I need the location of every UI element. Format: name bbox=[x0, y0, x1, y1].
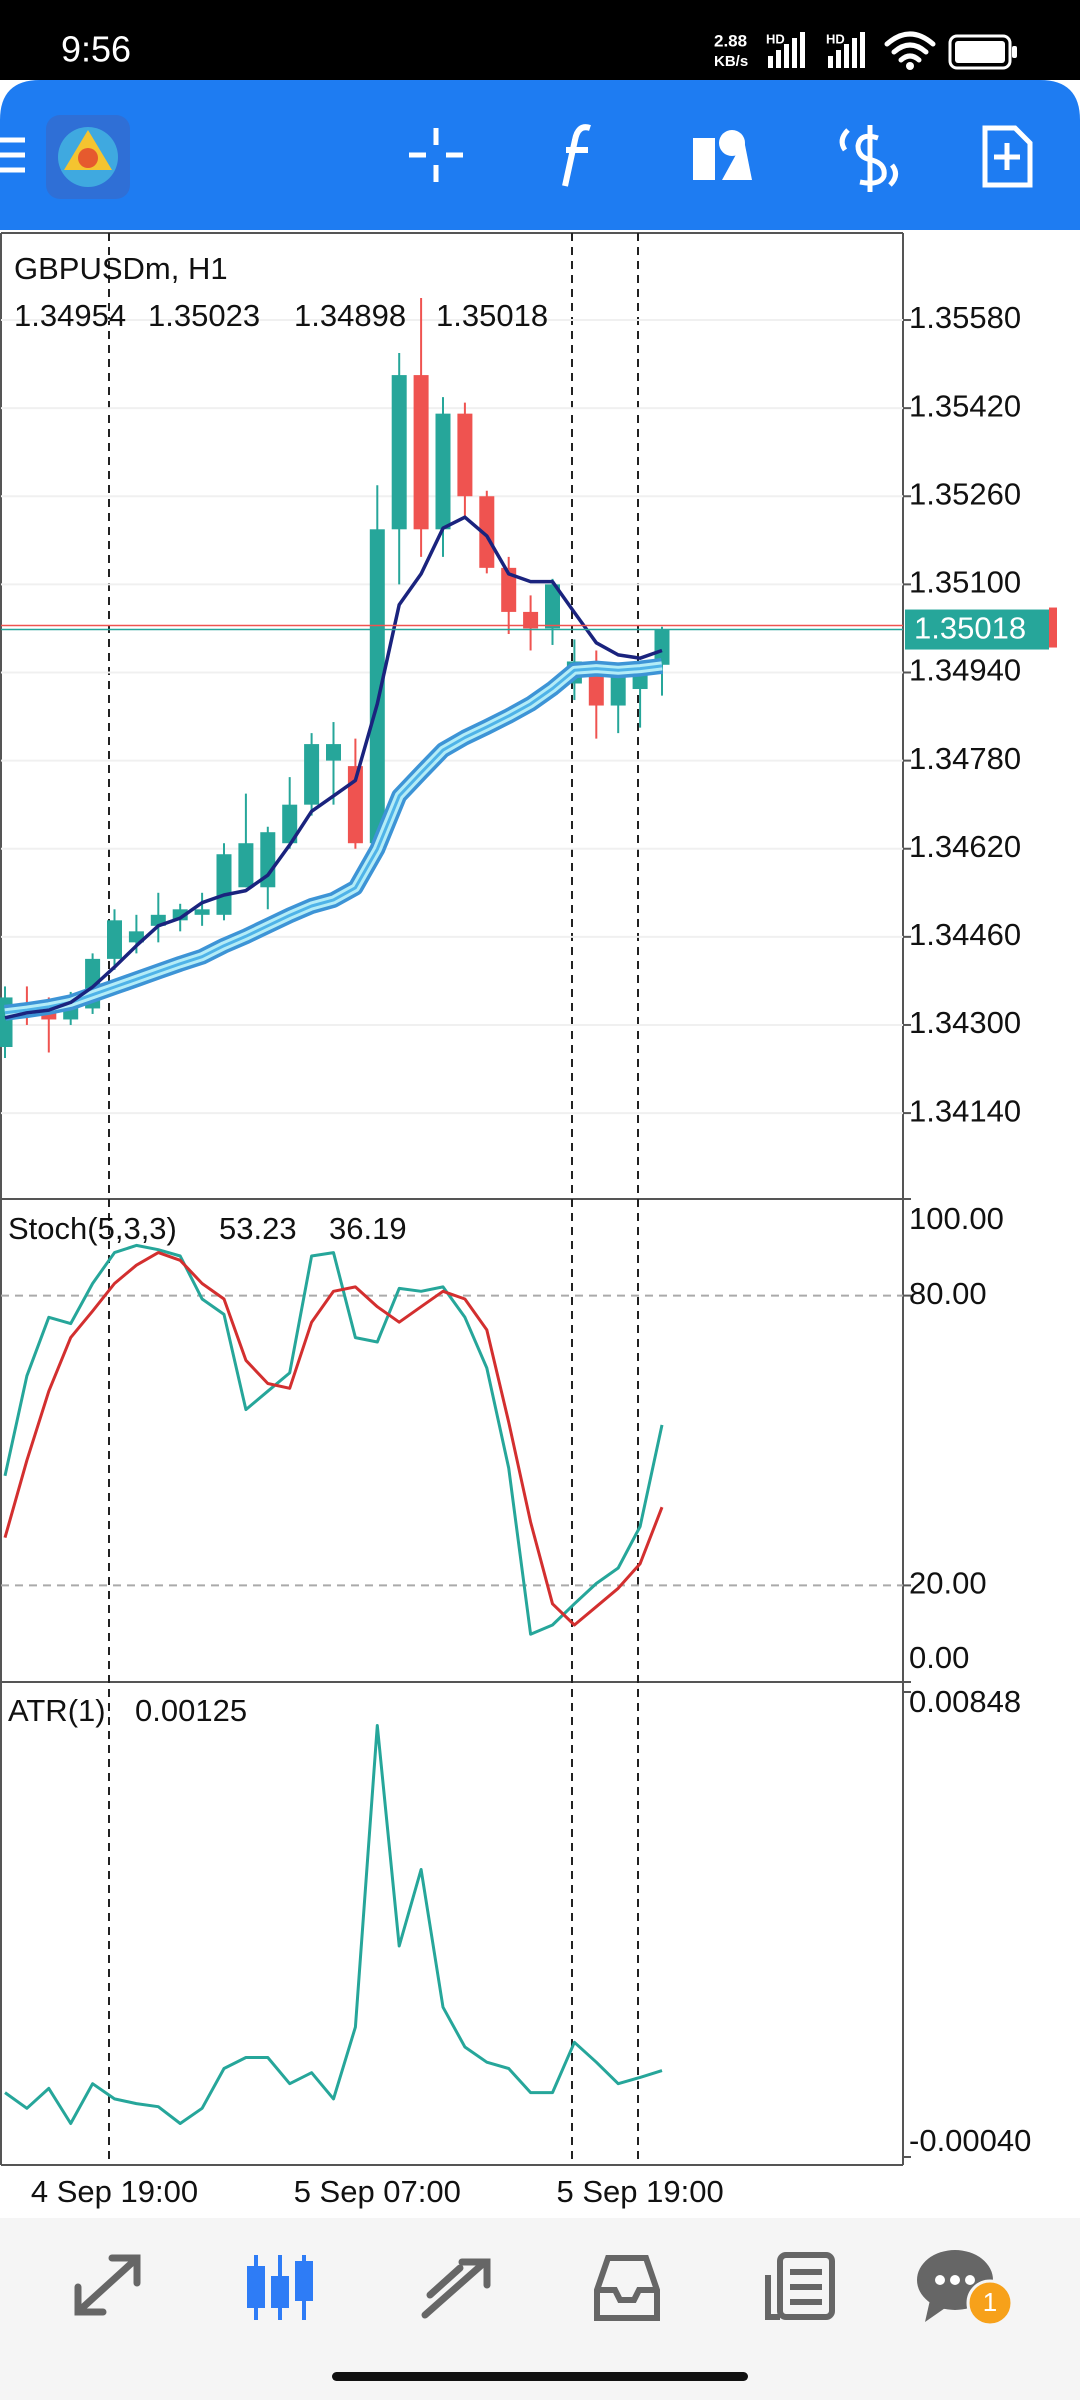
y-tick-label: 1.35260 bbox=[909, 476, 1021, 511]
candle-body bbox=[457, 413, 473, 497]
indicators-button[interactable] bbox=[562, 124, 591, 187]
y-tick-label: 1.34140 bbox=[909, 1093, 1021, 1128]
open-value: 1.34954 bbox=[14, 298, 126, 333]
moving-average bbox=[4, 515, 663, 1020]
y-tick-label: 0.00848 bbox=[909, 1684, 1021, 1719]
trade-tab[interactable] bbox=[421, 2258, 491, 2319]
chart-tab[interactable] bbox=[247, 2255, 313, 2320]
candle-body bbox=[523, 611, 539, 629]
y-tick-label: 1.34940 bbox=[909, 653, 1021, 688]
y-tick-label: 0.00 bbox=[909, 1640, 969, 1675]
net-speed: 2.88 bbox=[714, 31, 747, 50]
candle-body bbox=[654, 629, 670, 665]
signal-icon bbox=[768, 32, 865, 68]
period-separator bbox=[108, 233, 639, 2165]
y-tick-label: 80.00 bbox=[909, 1276, 987, 1311]
candle-body bbox=[282, 804, 298, 844]
close-value: 1.35018 bbox=[436, 298, 548, 333]
candle-body bbox=[128, 931, 144, 943]
wifi-dot bbox=[906, 62, 914, 70]
app-logo[interactable] bbox=[46, 115, 130, 199]
y-tick-label: 20.00 bbox=[909, 1566, 987, 1601]
status-bar bbox=[0, 0, 1080, 80]
badge-count: 1 bbox=[983, 2287, 997, 2317]
moving-average-band bbox=[4, 661, 663, 1018]
battery-icon bbox=[948, 34, 1012, 70]
candle-body bbox=[413, 375, 429, 530]
candle-body bbox=[172, 909, 188, 921]
indicator-value: 53.23 bbox=[219, 1211, 297, 1246]
bottom-nav bbox=[0, 2218, 1080, 2400]
battery-tip bbox=[1012, 46, 1017, 58]
history-tab[interactable] bbox=[594, 2255, 660, 2321]
candle-body bbox=[545, 584, 560, 629]
low-value: 1.34898 bbox=[294, 298, 406, 333]
news-tab[interactable] bbox=[765, 2252, 835, 2320]
indicator-title: ATR(1) bbox=[8, 1693, 106, 1728]
candle-body bbox=[610, 672, 626, 706]
moving-average-band bbox=[4, 657, 663, 1021]
plot-layer bbox=[0, 297, 911, 2158]
candle-body bbox=[150, 914, 166, 926]
candle-body bbox=[304, 744, 320, 805]
candle-body bbox=[347, 766, 363, 844]
indicator-line bbox=[4, 1724, 663, 2125]
battery-level bbox=[955, 41, 1005, 63]
moving-average bbox=[4, 664, 663, 1015]
candle-body bbox=[369, 529, 385, 844]
candle-body bbox=[216, 854, 232, 915]
candle-body bbox=[260, 832, 276, 888]
x-tick-label: 4 Sep 19:00 bbox=[31, 2174, 198, 2209]
trade-button[interactable] bbox=[839, 125, 898, 192]
candle-body bbox=[479, 496, 495, 568]
y-tick-label: 1.35420 bbox=[909, 388, 1021, 423]
y-tick-label: 1.34780 bbox=[909, 741, 1021, 776]
home-indicator bbox=[332, 2372, 748, 2381]
notification-badge bbox=[966, 2279, 1014, 2327]
current-price-label: 1.35018 bbox=[914, 611, 1026, 646]
price-tag-edge bbox=[1049, 607, 1057, 648]
candle-body bbox=[238, 843, 254, 888]
y-tick-label: 1.35580 bbox=[909, 300, 1021, 335]
candle-body bbox=[194, 909, 210, 915]
price-tag bbox=[905, 609, 1049, 650]
network-type: HD bbox=[766, 31, 785, 46]
clock: 9:56 bbox=[61, 29, 131, 70]
quotes-tab[interactable] bbox=[74, 2254, 141, 2316]
x-tick-label: 5 Sep 07:00 bbox=[294, 2174, 461, 2209]
candle-body bbox=[107, 920, 122, 959]
toolbar bbox=[0, 80, 1080, 230]
y-tick-label: 1.34620 bbox=[909, 829, 1021, 864]
indicator-line bbox=[3, 1251, 664, 1627]
crosshair-button[interactable] bbox=[409, 128, 463, 182]
x-tick-label: 5 Sep 19:00 bbox=[556, 2174, 723, 2209]
menu-button[interactable] bbox=[0, 137, 25, 173]
y-tick-label: 1.34300 bbox=[909, 1005, 1021, 1040]
new-chart-button[interactable] bbox=[982, 125, 1033, 188]
wifi-icon bbox=[884, 31, 936, 63]
indicator-value: 36.19 bbox=[329, 1211, 407, 1246]
net-speed-unit: KB/s bbox=[714, 53, 748, 70]
y-tick-label: 1.34460 bbox=[909, 917, 1021, 952]
network-type: HD bbox=[826, 31, 845, 46]
indicator-line bbox=[3, 1243, 664, 1636]
candle-body bbox=[501, 567, 517, 612]
indicator-value: 0.00125 bbox=[135, 1693, 247, 1728]
y-tick-label: -0.00040 bbox=[909, 2123, 1031, 2158]
y-tick-label: 1.35100 bbox=[909, 565, 1021, 600]
candle-body bbox=[435, 413, 451, 530]
y-tick-label: 100.00 bbox=[909, 1201, 1004, 1236]
candle-body bbox=[391, 375, 407, 530]
candle-body bbox=[326, 744, 341, 761]
indicator-title: Stoch(5,3,3) bbox=[8, 1211, 177, 1246]
objects-button[interactable] bbox=[693, 130, 752, 180]
chart-title: GBPUSDm, H1 bbox=[14, 251, 228, 286]
high-value: 1.35023 bbox=[148, 298, 260, 333]
